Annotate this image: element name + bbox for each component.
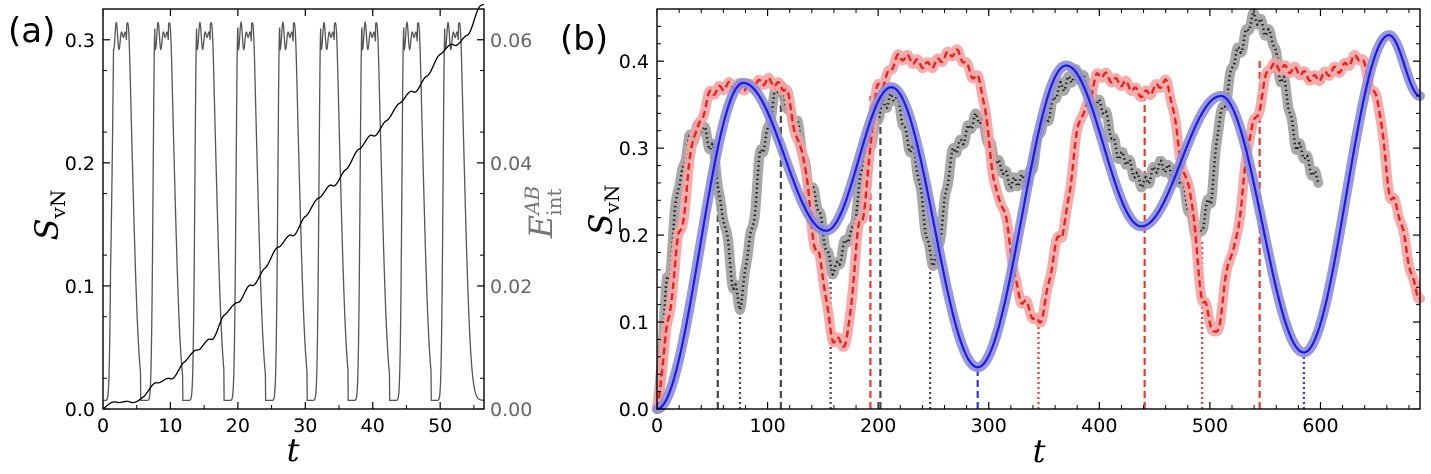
panel-b-label: (b): [560, 19, 608, 59]
panel-a-ylabel-right: EABint: [520, 186, 566, 240]
panel-a-xlabel: t: [287, 431, 300, 469]
panel-a-series: [102, 3, 485, 410]
ytick-a-right-label-0: 0.00: [490, 399, 532, 421]
eint-curve: [102, 3, 485, 410]
panel-a-ticks: 0 10 20 30 40 50 0.0 0.1 0.2 0.3 0.00 0.02 0.04 0.06: [65, 8, 532, 437]
xtick-b-label-6: 600: [1302, 415, 1338, 437]
panel-b: (b) 0 100 200 300 400 500 600 0.0 0.1 0.2 0.3 0.4 t…: [560, 8, 1425, 470]
blue-series-line: [656, 33, 1421, 411]
ytick-a-left-label-0: 0.0: [65, 399, 95, 421]
panel-a-ylabel-left-symbol: S: [28, 218, 66, 240]
panel-a-frame: [102, 8, 485, 410]
panel-b-ylabel-symbol: S: [582, 213, 620, 235]
xtick-a-label-5: 50: [428, 415, 452, 437]
panel-b-frame: [656, 8, 1421, 410]
panel-a-ylabel-left-subscript: vN: [46, 190, 70, 220]
ytick-a-right-label-1: 0.02: [490, 276, 532, 298]
ytick-b-label-2: 0.2: [619, 225, 649, 247]
panel-a-ylabel-right-subscript: int: [542, 188, 566, 215]
ytick-b-label-3: 0.3: [619, 138, 649, 160]
panel-b-ylabel: SvN: [582, 185, 624, 236]
xtick-b-label-1: 100: [749, 415, 785, 437]
red-series-line: [655, 48, 1421, 410]
panel-a-ylabel-right-symbol: E: [522, 215, 560, 239]
svn-curve: [103, 20, 484, 402]
ytick-b-label-1: 0.1: [619, 312, 649, 334]
panel-a-ylabel-right-superscript: AB: [520, 186, 544, 217]
xtick-b-label-5: 500: [1192, 415, 1228, 437]
ytick-a-left-label-1: 0.1: [65, 276, 95, 298]
panel-b-xlabel: t: [1033, 432, 1046, 470]
xtick-b-label-4: 400: [1081, 415, 1117, 437]
xtick-a-label-2: 20: [226, 415, 250, 437]
xtick-b-label-0: 0: [651, 415, 663, 437]
ytick-b-label-0: 0.0: [619, 399, 649, 421]
xtick-b-label-2: 200: [860, 415, 896, 437]
panel-a: (a) 0 10 20 30 40 500.00.10.20.30.000.020.040…: [8, 3, 566, 469]
ytick-a-right-label-2: 0.04: [490, 153, 532, 175]
ytick-b-label-4: 0.4: [619, 51, 649, 73]
panel-b-series: [652, 8, 1425, 414]
xtick-a-label-3: 30: [293, 415, 317, 437]
xtick-a-label-4: 40: [361, 415, 385, 437]
panel-a-ylabel-left: SvN: [28, 190, 70, 241]
panel-b-ylabel-subscript: vN: [600, 185, 624, 215]
xtick-a-label-0: 0: [97, 415, 109, 437]
xtick-a-label-1: 10: [158, 415, 182, 437]
ytick-a-left-label-3: 0.3: [65, 30, 95, 52]
panel-a-label: (a): [8, 11, 55, 51]
xtick-b-label-3: 300: [971, 415, 1007, 437]
ytick-a-right-label-3: 0.06: [490, 30, 532, 52]
ytick-a-left-label-2: 0.2: [65, 153, 95, 175]
